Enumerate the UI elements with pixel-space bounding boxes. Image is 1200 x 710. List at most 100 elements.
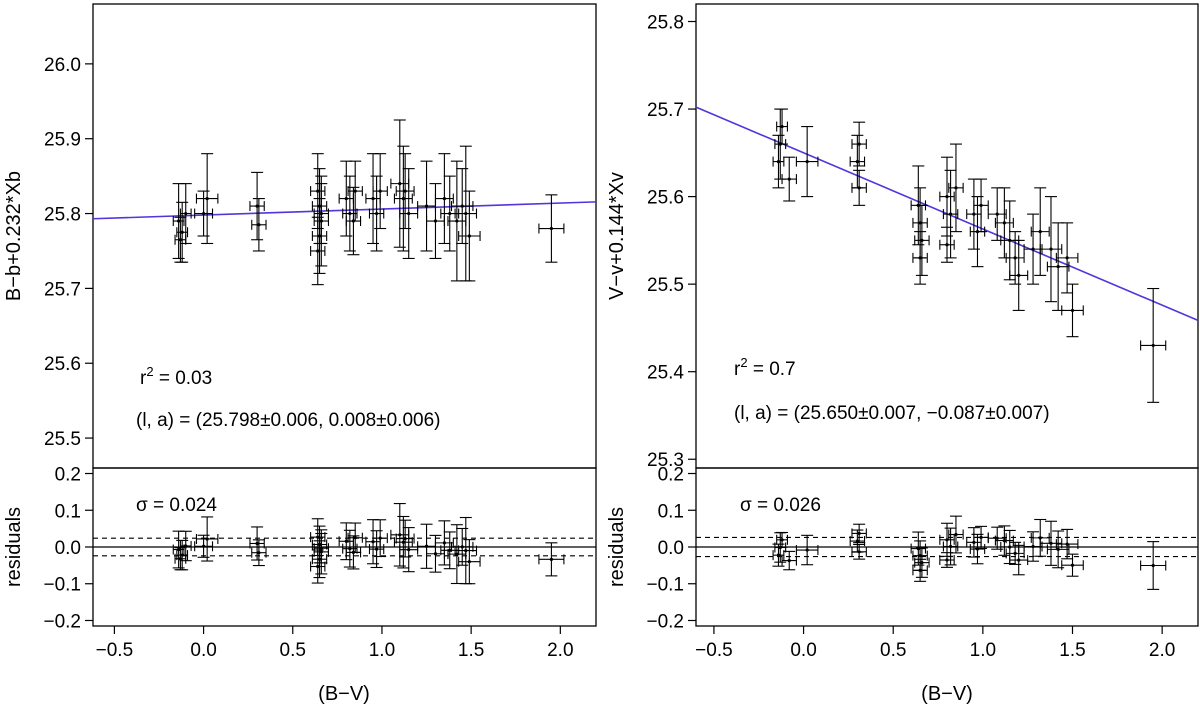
- data-point: [538, 194, 565, 263]
- data-point-marker: [177, 547, 181, 552]
- data-point-marker: [857, 550, 861, 554]
- y-tick-label: 25.9: [44, 130, 81, 151]
- data-point: [434, 153, 454, 245]
- residual-y-tick-label: 0.0: [658, 538, 684, 559]
- y-tick-label: 25.4: [647, 363, 684, 384]
- data-point-marker: [442, 541, 446, 545]
- data-point-marker: [1151, 343, 1155, 348]
- data-point: [313, 183, 329, 245]
- r-symbol: r: [734, 359, 741, 380]
- data-point-marker: [348, 547, 352, 551]
- residual-point: [914, 547, 930, 578]
- data-point-marker: [776, 553, 781, 557]
- data-point-marker: [317, 557, 322, 561]
- data-point: [440, 175, 460, 252]
- residual-y-tick-label: −0.1: [646, 575, 684, 596]
- data-point: [176, 201, 189, 263]
- right-panel: −0.5 0.0 0.5 1.0 1.5 2.0 25.3 25.4 25.5 25.6 25.7 2…: [606, 3, 1199, 705]
- data-point: [795, 126, 819, 198]
- y-tick-label: 26.0: [44, 55, 81, 76]
- data-point-marker: [1065, 542, 1069, 546]
- data-point-marker: [255, 204, 259, 208]
- data-point-marker: [467, 234, 471, 238]
- data-point-marker: [979, 535, 983, 539]
- residual-y-tick-label: 0.2: [658, 465, 684, 486]
- data-point-marker: [954, 186, 958, 190]
- data-point-marker: [178, 557, 183, 561]
- residual-point: [987, 526, 1007, 550]
- residual-point: [912, 540, 928, 571]
- right-data-points: [772, 108, 1167, 403]
- right-params-annotation: (l, a) = (25.650±0.007, −0.087±0.007): [734, 403, 1050, 424]
- data-point-marker: [780, 538, 784, 542]
- data-point-marker: [424, 544, 429, 548]
- data-point: [172, 183, 185, 260]
- residual-point: [795, 534, 819, 566]
- data-point-marker: [398, 182, 402, 186]
- data-point: [914, 204, 930, 276]
- data-point-marker: [780, 124, 784, 129]
- data-point-marker: [257, 223, 261, 227]
- x-tick-label: 2.0: [1149, 640, 1175, 661]
- data-point-marker: [787, 558, 791, 563]
- residual-y-tick-label: 0.1: [55, 501, 81, 522]
- data-point-marker: [180, 553, 184, 557]
- data-point-marker: [401, 540, 405, 544]
- data-point: [1000, 200, 1020, 281]
- residual-point: [434, 520, 454, 566]
- data-point-marker: [1049, 541, 1053, 545]
- data-point-marker: [549, 226, 554, 231]
- residual-point: [393, 515, 413, 569]
- data-point-marker: [375, 211, 379, 216]
- residual-point: [1046, 530, 1070, 569]
- data-point-marker: [316, 564, 320, 569]
- data-point-marker: [464, 211, 468, 216]
- data-point-marker: [205, 537, 209, 541]
- data-point: [1030, 187, 1050, 276]
- right-residual-points: [772, 515, 1167, 590]
- data-point-marker: [1017, 273, 1021, 277]
- data-point-marker: [920, 238, 924, 242]
- data-point-marker: [805, 548, 809, 552]
- data-point-marker: [401, 196, 405, 201]
- data-point: [399, 168, 419, 260]
- data-point-marker: [180, 230, 184, 234]
- residual-point: [172, 530, 185, 569]
- y-tick-label: 25.6: [44, 354, 81, 375]
- data-point-marker: [353, 536, 357, 540]
- data-point-marker: [403, 536, 407, 541]
- data-point-marker: [351, 219, 356, 223]
- data-point: [1023, 213, 1043, 285]
- data-point-marker: [945, 538, 949, 542]
- data-point-marker: [316, 535, 320, 539]
- data-point-marker: [424, 204, 429, 208]
- data-point-marker: [442, 196, 446, 201]
- data-point-marker: [995, 212, 999, 216]
- data-point-marker: [972, 212, 976, 216]
- data-point: [1055, 222, 1079, 294]
- y-tick-label: 25.5: [647, 275, 684, 296]
- data-point-marker: [855, 539, 859, 543]
- residual-point: [1061, 553, 1084, 577]
- residual-point: [345, 535, 362, 570]
- residual-point: [781, 550, 797, 571]
- data-point-marker: [378, 536, 382, 540]
- data-point: [781, 156, 797, 202]
- data-point-marker: [177, 219, 181, 223]
- data-point: [912, 231, 928, 285]
- data-point-marker: [319, 546, 323, 550]
- residual-y-tick-label: −0.2: [646, 611, 684, 632]
- data-point-marker: [351, 550, 356, 555]
- data-point-marker: [1013, 551, 1017, 555]
- data-point: [179, 183, 192, 245]
- residual-point: [368, 530, 385, 569]
- data-point: [1061, 283, 1084, 338]
- data-point-marker: [1008, 238, 1012, 242]
- data-point: [194, 190, 214, 237]
- data-point-marker: [407, 211, 411, 216]
- residual-point: [417, 523, 437, 569]
- left-r-squared-annotation: r2 = 0.03: [140, 364, 212, 389]
- data-point-marker: [918, 221, 922, 225]
- data-point-marker: [1031, 544, 1035, 549]
